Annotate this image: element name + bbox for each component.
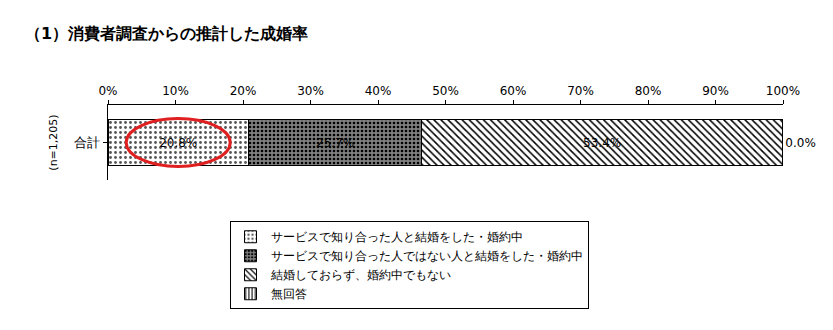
svg-text:30%: 30% bbox=[297, 84, 324, 98]
svg-text:40%: 40% bbox=[365, 84, 392, 98]
svg-text:70%: 70% bbox=[567, 84, 594, 98]
svg-text:20%: 20% bbox=[230, 84, 257, 98]
svg-text:60%: 60% bbox=[500, 84, 527, 98]
svg-text:合計: 合計 bbox=[74, 135, 100, 150]
svg-text:25.7%: 25.7% bbox=[316, 136, 354, 150]
svg-text:サービスで知り合った人と結婚をした・婚約中: サービスで知り合った人と結婚をした・婚約中 bbox=[271, 230, 523, 244]
svg-text:0.0%: 0.0% bbox=[785, 136, 816, 150]
svg-text:53.4%: 53.4% bbox=[583, 136, 621, 150]
svg-text:100%: 100% bbox=[766, 84, 800, 98]
svg-text:無回答: 無回答 bbox=[271, 287, 307, 301]
svg-text:80%: 80% bbox=[635, 84, 662, 98]
svg-text:90%: 90% bbox=[702, 84, 729, 98]
svg-text:50%: 50% bbox=[432, 84, 459, 98]
svg-text:0%: 0% bbox=[98, 84, 117, 98]
svg-text:結婚しておらず、婚約中でもない: 結婚しておらず、婚約中でもない bbox=[270, 268, 451, 282]
svg-text:20.8%: 20.8% bbox=[159, 136, 197, 150]
svg-text:サービスで知り合った人ではない人と結婚をした・婚約中: サービスで知り合った人ではない人と結婚をした・婚約中 bbox=[271, 249, 583, 263]
svg-text:10%: 10% bbox=[162, 84, 189, 98]
svg-text:（1）消費者調査からの推計した成婚率: （1）消費者調査からの推計した成婚率 bbox=[25, 24, 308, 43]
svg-text:(n=1,205): (n=1,205) bbox=[47, 114, 60, 170]
